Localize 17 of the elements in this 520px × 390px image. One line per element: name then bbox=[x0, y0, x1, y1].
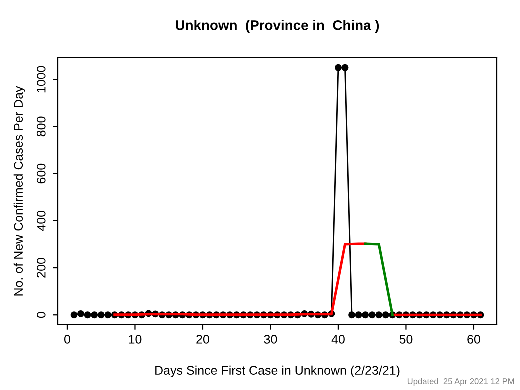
x-tick-label: 10 bbox=[129, 335, 142, 344]
y-tick-label: 800 bbox=[36, 116, 46, 137]
text: Updated 25 Apr 2021 12 PM bbox=[408, 378, 514, 386]
x-tick-label: 40 bbox=[332, 335, 345, 344]
x-tick-label: 30 bbox=[264, 335, 278, 344]
y-tick-label: 1000 bbox=[36, 66, 46, 93]
x-tick-label: 20 bbox=[196, 335, 210, 344]
chart-title: Unknown (Province in China ) bbox=[176, 20, 380, 34]
x-axis-title: Days Since First Case in Unknown (2/23/21) bbox=[156, 366, 400, 378]
y-tick-label: 600 bbox=[36, 164, 46, 184]
y-axis-title: No. of New Confirmed Cases Per Day bbox=[14, 86, 26, 296]
x-tick-label: 60 bbox=[468, 335, 480, 344]
y-tick-label: 0 bbox=[36, 312, 46, 318]
y-tick-label: 400 bbox=[36, 210, 46, 232]
x-tick-label: 0 bbox=[64, 335, 70, 344]
x-tick-label: 50 bbox=[400, 335, 413, 344]
y-tick-label: 200 bbox=[36, 258, 46, 278]
